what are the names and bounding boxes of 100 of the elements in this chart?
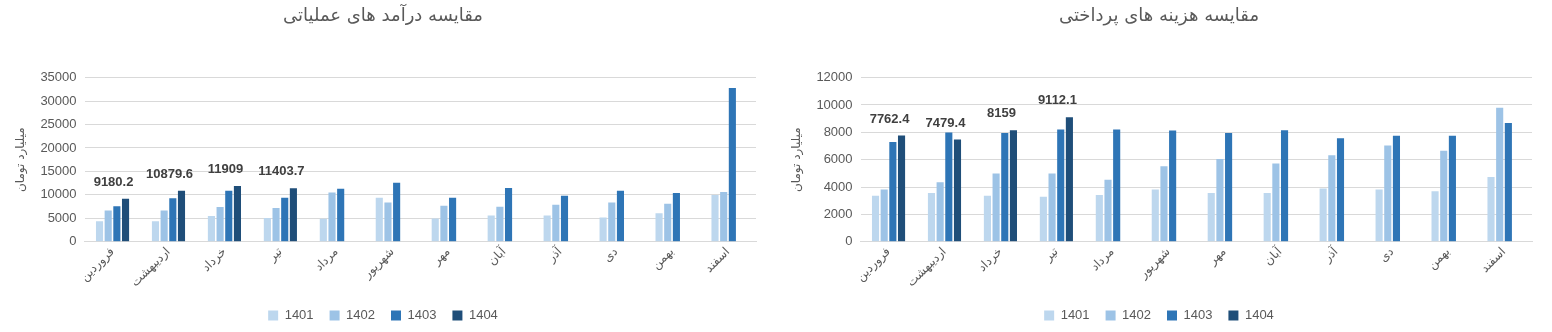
- x-tick-label: اسفند: [701, 244, 733, 276]
- x-tick-label: آبان: [1260, 243, 1285, 268]
- x-tick-label: تیر: [1040, 244, 1062, 266]
- bar: [393, 182, 401, 242]
- bar: [449, 197, 457, 242]
- x-tick-label: شهریور: [359, 244, 398, 283]
- bar: [1207, 193, 1215, 242]
- legend-label: 1404: [1244, 307, 1274, 323]
- bar: [1280, 130, 1289, 242]
- bar: [616, 190, 625, 242]
- bar: [487, 215, 495, 242]
- x-tick-label: فروردین: [77, 244, 118, 285]
- bar: [1065, 117, 1073, 242]
- bar: [936, 182, 944, 242]
- legend-label: 1402: [1122, 307, 1151, 323]
- x-tick-label: مرداد: [1087, 244, 1118, 275]
- bar: [1336, 138, 1345, 242]
- bar: [1431, 191, 1439, 242]
- y-tick-label: 30000: [40, 92, 77, 108]
- bar: [672, 193, 680, 242]
- bar: [1095, 194, 1103, 242]
- bar: [608, 202, 616, 242]
- bar: [496, 206, 504, 242]
- bar: [560, 195, 569, 242]
- bar: [440, 205, 448, 242]
- data-label: 11403.7: [258, 163, 305, 179]
- bar: [225, 190, 233, 242]
- bar: [1104, 179, 1112, 242]
- x-tick-label: آذر: [542, 243, 566, 266]
- data-label: 9112.1: [1037, 92, 1077, 108]
- x-tick-label: خرداد: [199, 244, 230, 275]
- bar: [272, 208, 280, 242]
- y-tick-label: 5000: [47, 209, 77, 225]
- x-tick-label: بهمن: [1424, 244, 1454, 273]
- x-tick-label: اردیبهشت: [903, 244, 950, 290]
- y-tick-label: 6000: [823, 151, 853, 167]
- y-tick-label: 8000: [823, 123, 853, 139]
- bar: [897, 135, 906, 242]
- bar: [992, 173, 1000, 242]
- legend-label: 1404: [468, 307, 498, 323]
- bar: [384, 202, 392, 242]
- bar: [543, 215, 551, 242]
- y-axis-title: میلیارد تومان: [13, 127, 29, 193]
- chart-title: مقایسه هزینه های پرداختی: [1058, 4, 1260, 27]
- bar: [1169, 130, 1177, 242]
- bar: [328, 192, 336, 242]
- x-tick-label: آبان: [484, 243, 509, 268]
- y-tick-label: 10000: [816, 96, 853, 112]
- bar: [233, 185, 241, 242]
- bar: [1001, 133, 1009, 242]
- x-tick-label: آذر: [1318, 243, 1342, 266]
- x-tick-label: مهر: [1204, 244, 1230, 269]
- data-label: 10879.6: [145, 165, 193, 181]
- bar: [151, 221, 160, 242]
- chart-title: مقایسه درآمد های عملیاتی: [282, 3, 484, 26]
- bar: [177, 190, 186, 242]
- x-tick-label: مهر: [428, 244, 454, 269]
- bar: [945, 132, 953, 242]
- data-label: 8159: [986, 105, 1016, 121]
- x-tick-label: فروردین: [853, 244, 894, 285]
- x-tick-label: اردیبهشت: [127, 244, 174, 290]
- y-tick-label: 15000: [40, 163, 77, 179]
- data-label: 7762.4: [869, 110, 911, 126]
- bar: [1263, 193, 1271, 242]
- bar: [1487, 176, 1495, 242]
- bar: [664, 203, 672, 242]
- x-tick-label: خرداد: [975, 244, 1006, 275]
- bar: [953, 139, 962, 242]
- bar: [728, 87, 736, 242]
- bar: [431, 218, 439, 242]
- legend-label: 1403: [1183, 307, 1213, 323]
- y-tick-label: 12000: [816, 69, 853, 85]
- bar: [1440, 150, 1448, 242]
- bar: [1048, 173, 1056, 242]
- legend-label: 1401: [284, 307, 314, 323]
- bar: [95, 221, 104, 242]
- bar: [1272, 163, 1280, 242]
- data-label: 11909: [207, 161, 244, 177]
- y-tick-label: 35000: [40, 69, 77, 85]
- bar: [289, 188, 297, 242]
- y-tick-label: 10000: [40, 186, 77, 202]
- x-tick-label: دی: [600, 244, 621, 265]
- bar: [1151, 189, 1159, 242]
- x-tick-label: بهمن: [648, 244, 678, 273]
- bar: [375, 197, 383, 242]
- bar: [1319, 188, 1327, 242]
- legend-label: 1401: [1060, 307, 1090, 323]
- bar: [1384, 145, 1392, 242]
- bar: [207, 216, 215, 242]
- y-tick-label: 0: [845, 233, 853, 249]
- bar: [504, 187, 513, 242]
- bar: [889, 142, 897, 242]
- bar: [1392, 135, 1401, 242]
- x-tick-label: تیر: [264, 244, 286, 266]
- bar: [552, 204, 560, 242]
- bar: [1057, 129, 1065, 242]
- bar: [711, 194, 719, 242]
- y-tick-label: 20000: [40, 139, 77, 155]
- bar: [599, 217, 607, 242]
- y-tick-label: 2000: [823, 206, 853, 222]
